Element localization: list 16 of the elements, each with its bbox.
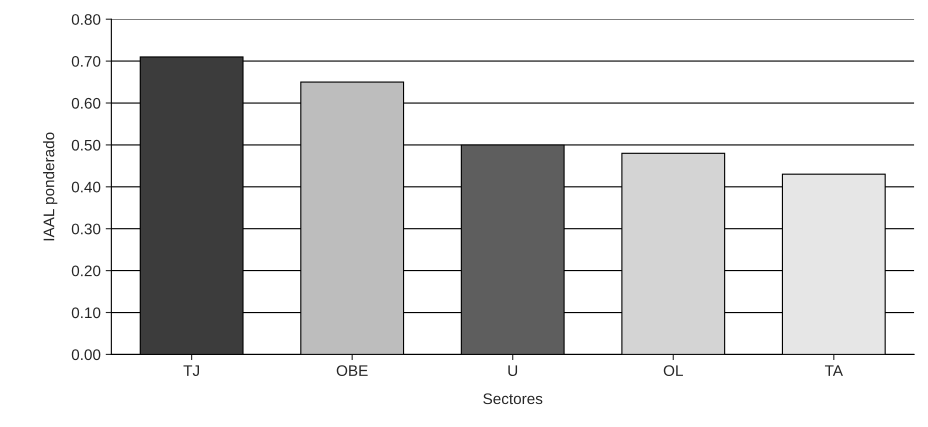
x-tick-label: TA xyxy=(824,365,843,376)
y-tick-label: 0.80 xyxy=(72,14,100,25)
y-tick-label: 0.20 xyxy=(72,265,100,276)
y-tick-label: 0.10 xyxy=(72,307,100,318)
y-tick-label: 0.40 xyxy=(72,182,100,192)
y-tick-label: 0.50 xyxy=(72,140,100,151)
y-tick-label: 0.60 xyxy=(72,98,100,109)
y-tick-label: 0.30 xyxy=(72,224,100,234)
x-tick-label: OBE xyxy=(336,365,368,376)
x-tick-label: TJ xyxy=(183,365,199,376)
x-tick-label: U xyxy=(508,365,518,376)
x-axis-title: Sectores xyxy=(483,393,542,404)
x-tick-label: OL xyxy=(664,365,683,376)
y-tick-label: 0.00 xyxy=(72,349,100,360)
y-axis-title: IAAL ponderado xyxy=(43,132,58,240)
y-tick-label: 0.70 xyxy=(72,56,100,67)
